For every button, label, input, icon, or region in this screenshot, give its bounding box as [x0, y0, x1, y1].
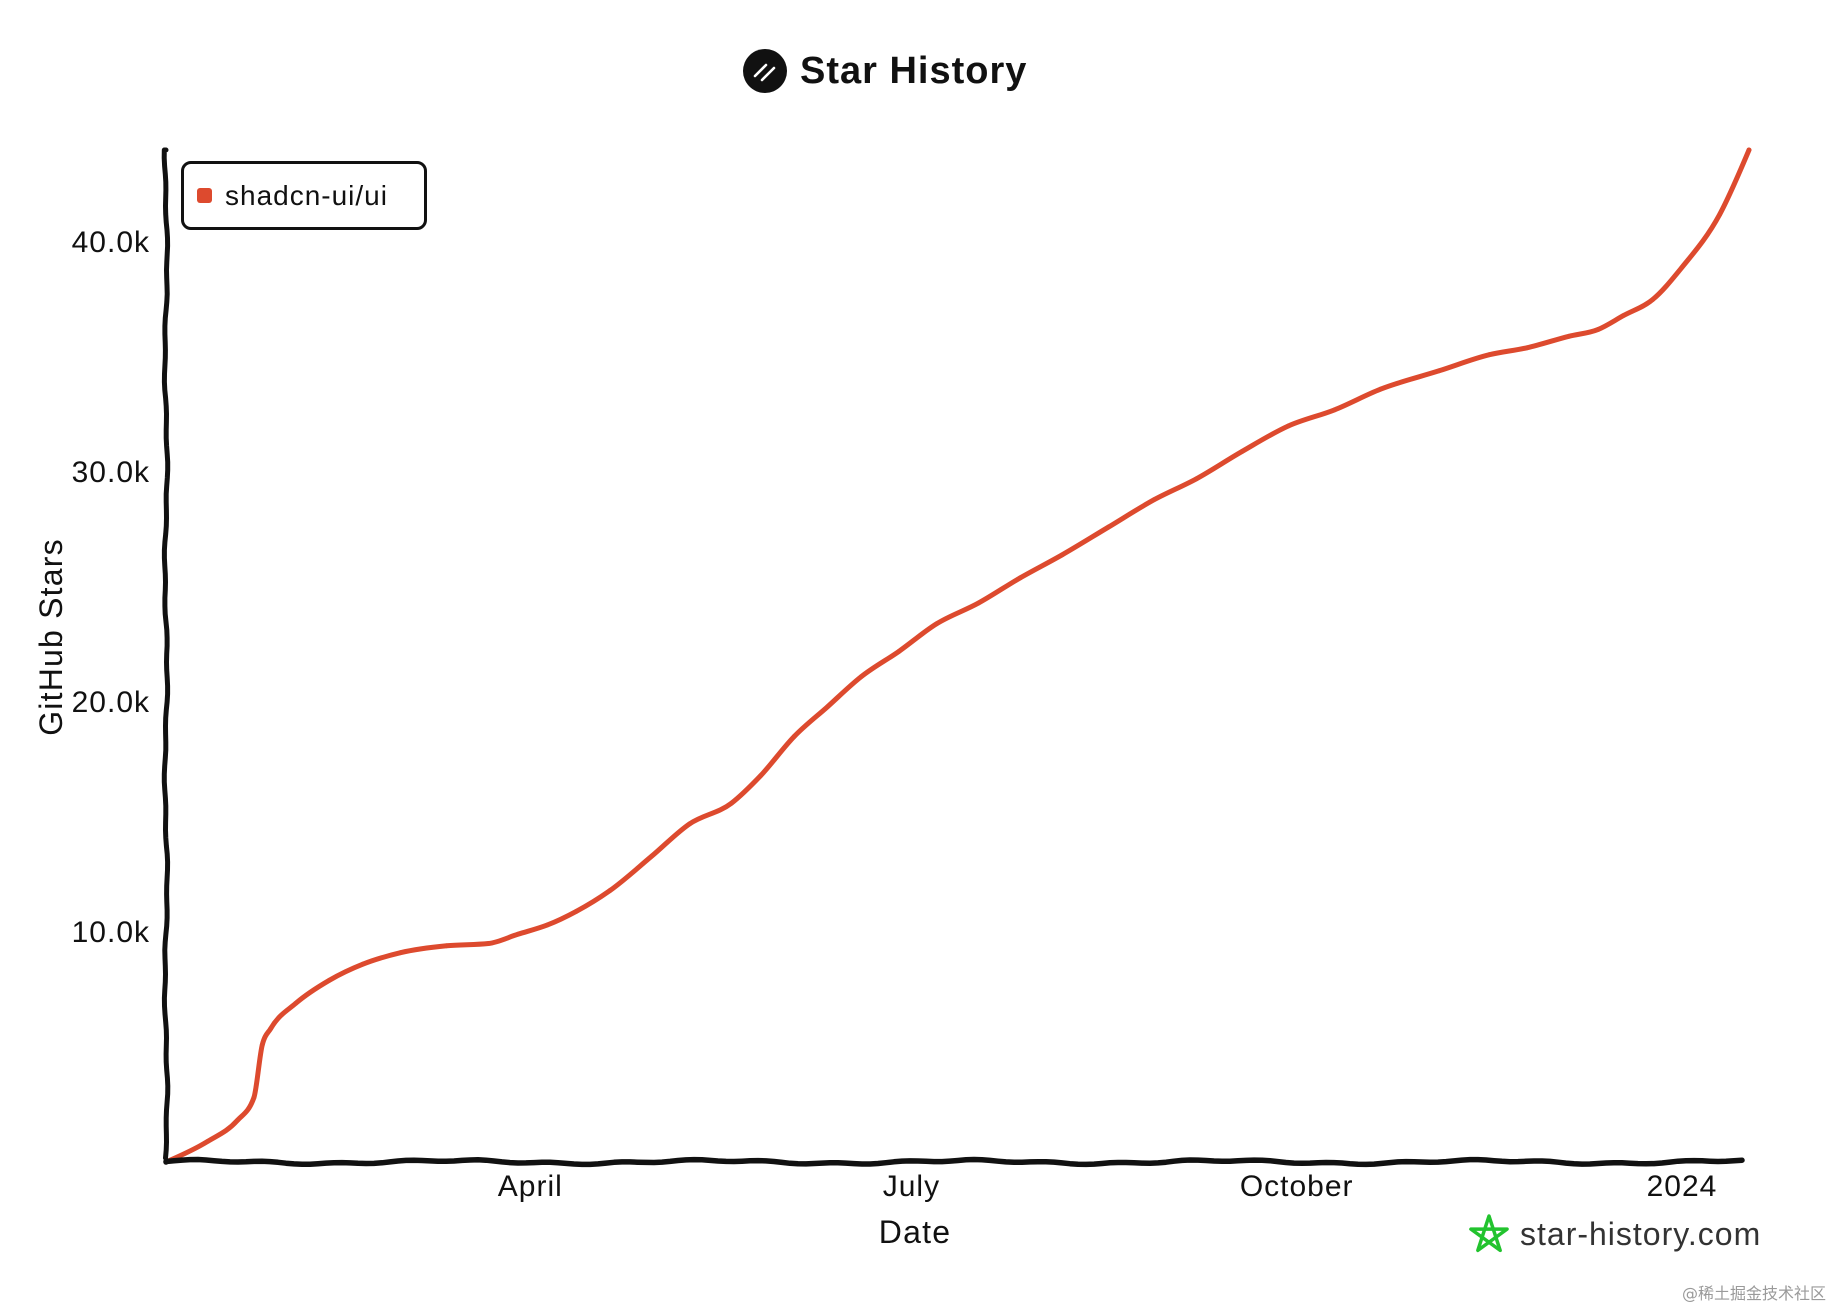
data-point	[1285, 423, 1291, 429]
y-axis-title: GitHub Stars	[33, 538, 69, 736]
data-point	[1105, 524, 1111, 530]
x-axis-title: Date	[879, 1214, 951, 1250]
data-point	[791, 734, 797, 739]
data-point	[649, 853, 655, 859]
data-point	[896, 649, 902, 654]
x-tick-label: April	[498, 1170, 563, 1203]
data-point	[1239, 448, 1245, 454]
data-point	[574, 908, 579, 914]
data-point	[259, 1042, 265, 1048]
data-point	[934, 621, 939, 627]
y-tick-labels: 10.0k 20.0k 30.0k 40.0k	[72, 226, 150, 949]
watermark: star-history.com	[1469, 1214, 1761, 1253]
x-tick-label: 2024	[1647, 1170, 1718, 1203]
series-line	[163, 147, 1752, 1165]
data-point	[607, 888, 613, 893]
shadcn-logo-icon	[743, 49, 787, 93]
data-point	[1595, 327, 1601, 332]
chart-title: Star History	[800, 50, 1028, 92]
legend-swatch	[197, 188, 212, 203]
y-tick-label: 20.0k	[72, 686, 150, 719]
data-point	[268, 1026, 274, 1031]
data-point	[687, 821, 692, 827]
data-point	[825, 704, 831, 709]
data-point	[1746, 147, 1752, 153]
data-point	[293, 1000, 299, 1006]
data-point	[251, 1095, 257, 1100]
data-point	[1566, 333, 1572, 339]
legend-label: shadcn-ui/ui	[225, 179, 388, 211]
data-point	[1059, 552, 1065, 558]
data-point	[234, 1118, 240, 1123]
data-point	[1151, 497, 1157, 502]
data-point	[486, 941, 491, 946]
data-point	[205, 1138, 211, 1144]
x-axis	[163, 1156, 1745, 1168]
star-icon-shape	[1469, 1214, 1509, 1253]
data-point	[1717, 212, 1723, 217]
watermark-label: star-history.com	[1520, 1216, 1761, 1252]
y-tick-label: 30.0k	[72, 456, 150, 489]
y-tick-label: 10.0k	[72, 916, 150, 949]
data-point	[1436, 368, 1442, 374]
data-point	[1524, 345, 1530, 351]
credit-text: @稀土掘金技术社区	[1682, 1284, 1826, 1303]
data-point	[544, 922, 550, 928]
data-point	[1378, 386, 1383, 392]
x-tick-label: July	[883, 1170, 940, 1203]
legend: shadcn-ui/ui	[181, 161, 427, 230]
series-layer	[163, 147, 1752, 1165]
data-point	[398, 950, 403, 956]
data-point	[326, 977, 332, 983]
data-point	[1650, 297, 1656, 302]
x-tick-labels: April July October 2024	[498, 1170, 1718, 1203]
star-icon	[1469, 1214, 1509, 1253]
data-point	[758, 773, 764, 778]
data-point	[1621, 313, 1626, 318]
data-point	[1487, 352, 1492, 358]
y-tick-label: 40.0k	[72, 226, 150, 259]
data-point	[1017, 575, 1023, 581]
x-tick-label: October	[1240, 1170, 1354, 1203]
axes	[161, 147, 1745, 1168]
data-point	[1193, 476, 1199, 482]
data-point	[858, 674, 864, 680]
data-point	[444, 943, 449, 949]
data-point	[976, 600, 981, 606]
data-point	[360, 961, 366, 967]
y-axis	[161, 147, 171, 1161]
data-point	[729, 800, 734, 806]
chart-header: Star History	[742, 48, 1027, 94]
data-point	[1332, 407, 1337, 413]
data-point	[1679, 264, 1685, 270]
legend-item: shadcn-ui/ui	[197, 180, 388, 212]
data-point	[515, 931, 521, 937]
